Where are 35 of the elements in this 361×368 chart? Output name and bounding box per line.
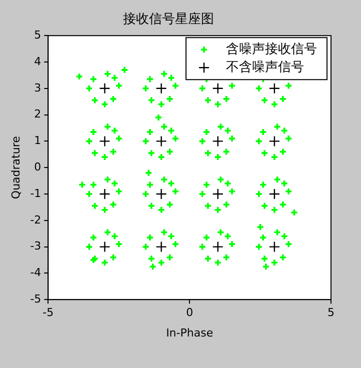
point (156, 241, 167, 252)
chart-title: 接收信号星座图 (123, 11, 214, 28)
legend-label: 不含噪声信号 (226, 60, 304, 75)
point (99, 241, 110, 252)
legend-label: 含噪声接收信号 (226, 42, 317, 57)
y-tick-label: -3 (30, 240, 42, 253)
point (156, 136, 167, 147)
point (156, 188, 167, 200)
y-tick-label: 0 (34, 160, 42, 174)
point (268, 188, 280, 200)
point (268, 82, 280, 94)
y-axis-title: Quadrature (9, 136, 22, 200)
y-tick-label: 4 (34, 54, 42, 68)
y-tick-label: 2 (34, 108, 42, 121)
point (212, 241, 224, 252)
y-tick-label: 3 (34, 81, 42, 94)
x-tick-label: 5 (328, 306, 334, 320)
x-tick-label: 0 (186, 306, 194, 320)
point (212, 136, 224, 147)
point (212, 82, 224, 94)
y-tick-label: 1 (34, 134, 42, 148)
y-tick-label: -4 (30, 266, 42, 280)
point (268, 136, 280, 147)
point (156, 82, 167, 94)
point (99, 188, 110, 200)
x-axis-title: In-Phase (166, 326, 214, 340)
point (99, 82, 110, 94)
point (212, 188, 224, 200)
x-tick-label: -5 (42, 306, 54, 320)
point (99, 136, 110, 147)
point (268, 241, 280, 252)
y-tick-label: 5 (34, 28, 42, 42)
y-tick-label: -5 (30, 292, 42, 306)
y-tick-label: -1 (30, 186, 42, 200)
y-tick-label: -2 (30, 213, 42, 226)
